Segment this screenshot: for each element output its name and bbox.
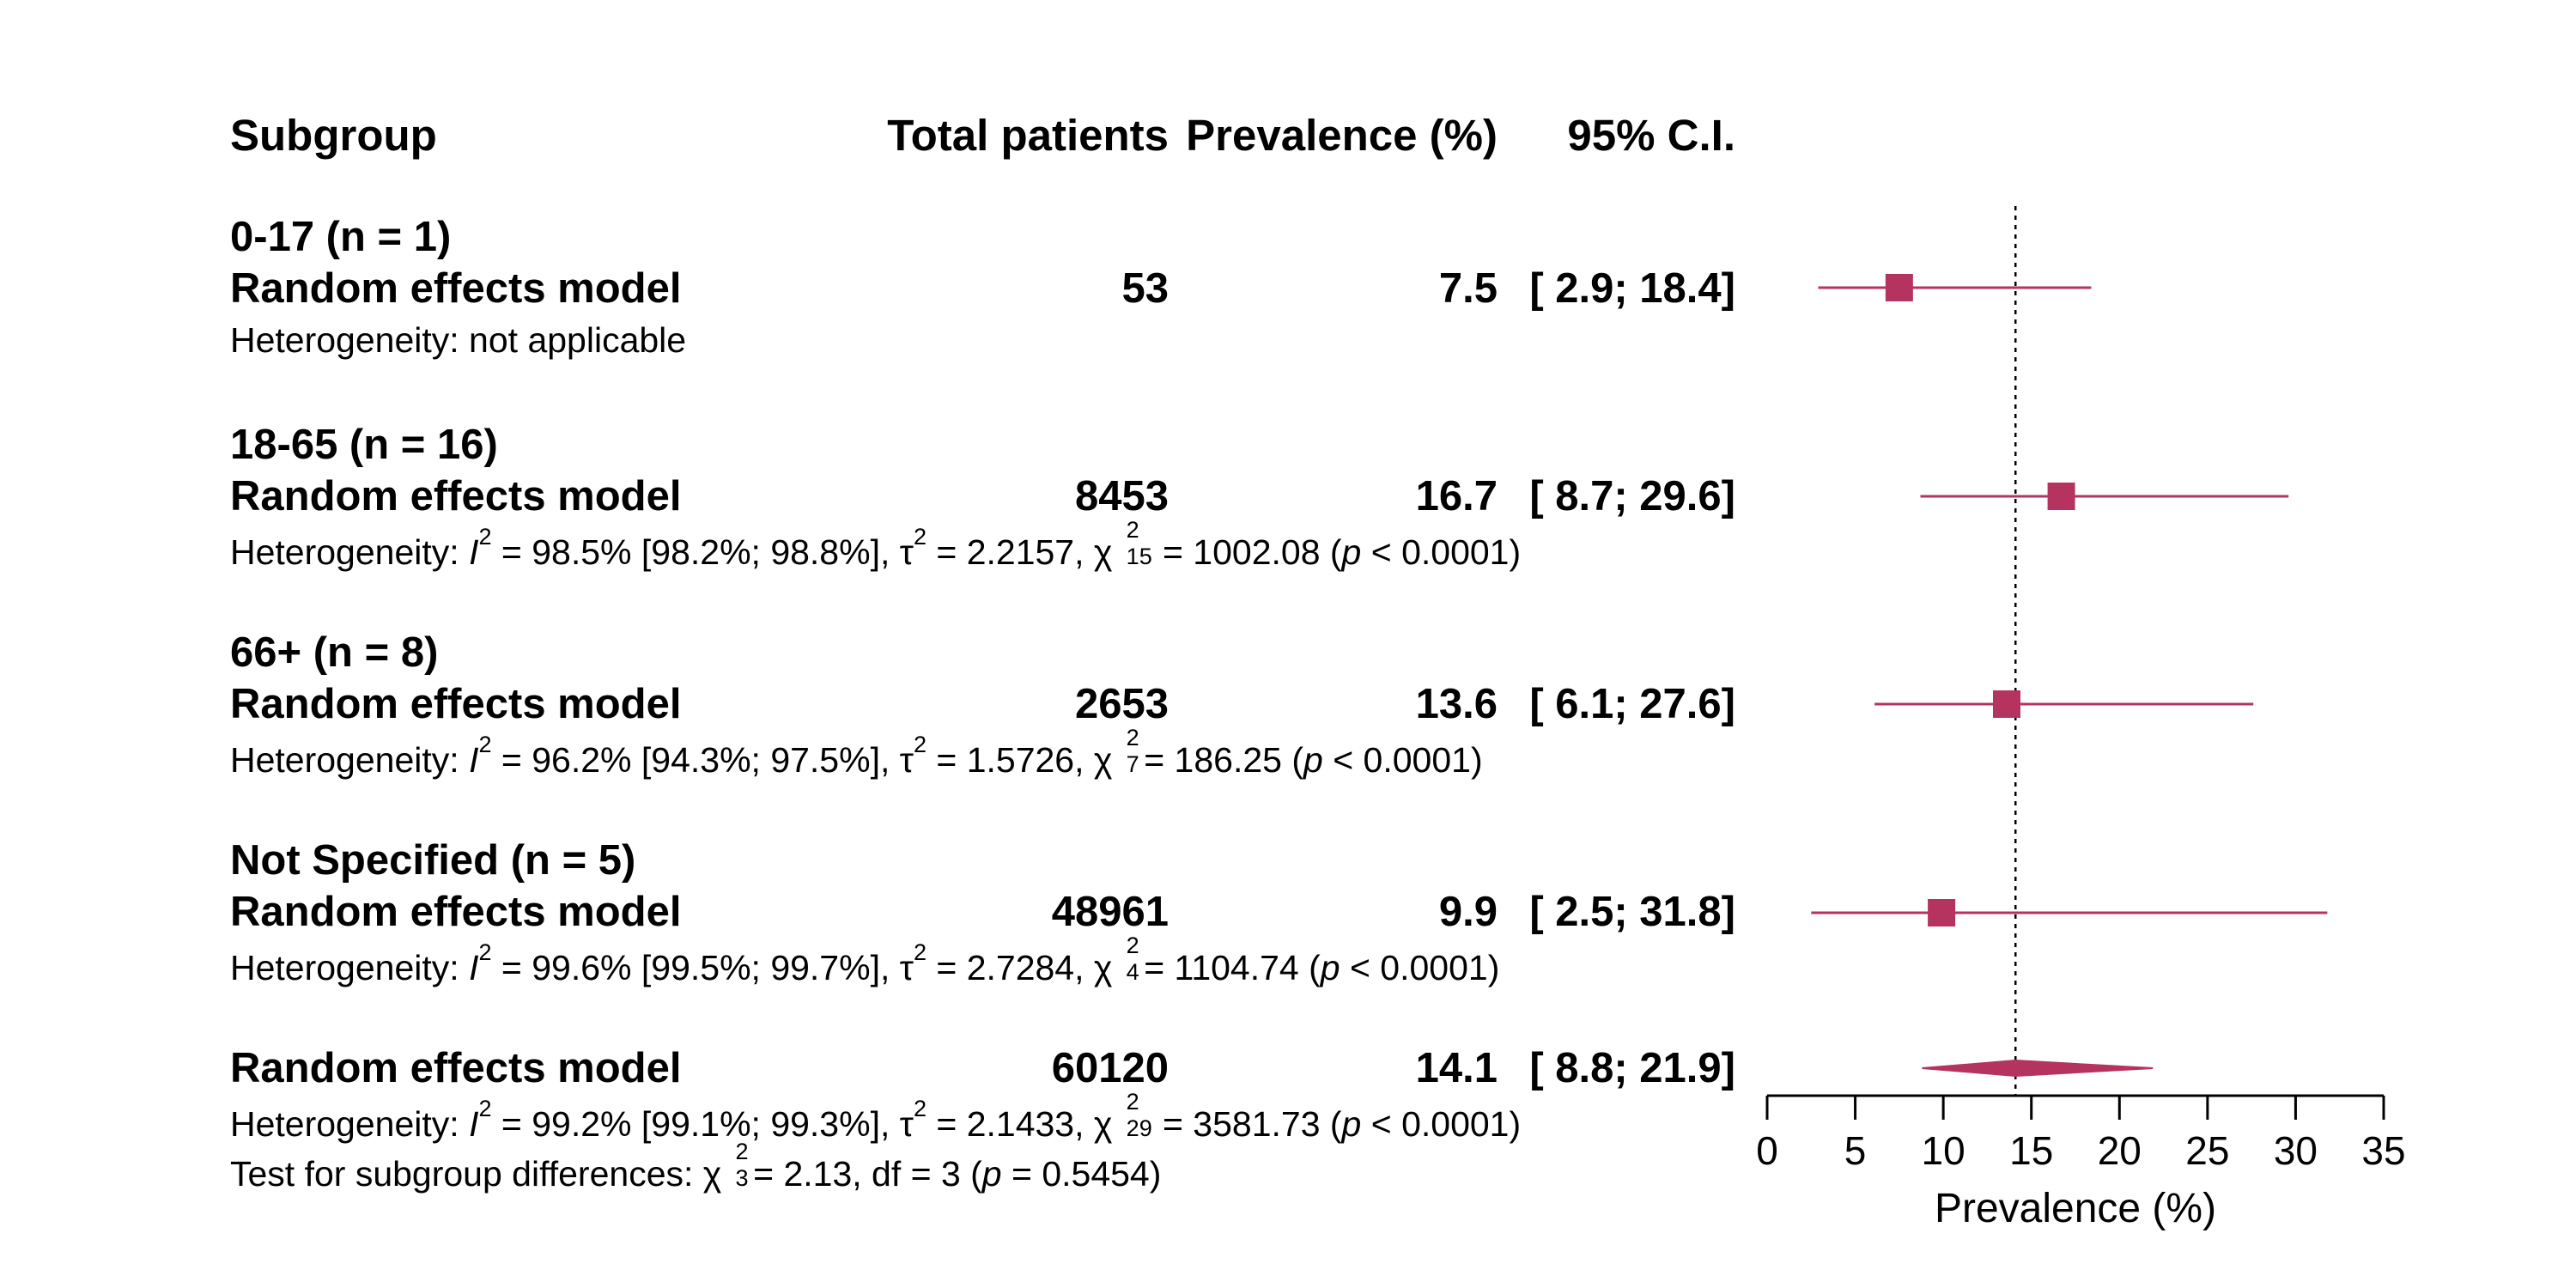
- overall-total: 60120: [1051, 1045, 1169, 1091]
- subgroup-prevalence: 7.5: [1438, 265, 1498, 312]
- overall-model-label: Random effects model: [230, 1045, 682, 1091]
- point-marker: [2047, 483, 2075, 510]
- x-tick-label: 5: [1844, 1128, 1867, 1173]
- x-axis-label: Prevalence (%): [1935, 1186, 2216, 1231]
- subgroup-label: 0-17 (n = 1): [230, 214, 452, 260]
- subgroup-total: 48961: [1051, 889, 1169, 935]
- header-ci: 95% C.I.: [1567, 111, 1735, 160]
- subgroup-total: 8453: [1074, 473, 1169, 519]
- subgroup-heterogeneity: Heterogeneity: not applicable: [230, 320, 687, 360]
- subgroup-prevalence: 9.9: [1438, 889, 1498, 935]
- subgroup-prevalence: 16.7: [1415, 473, 1498, 519]
- x-tick-label: 25: [2185, 1128, 2229, 1173]
- overall-prevalence: 14.1: [1415, 1045, 1498, 1091]
- subgroup-ci: [ 6.1; 27.6]: [1529, 681, 1735, 727]
- subgroup-model-label: Random effects model: [230, 473, 682, 519]
- subgroup-prevalence: 13.6: [1415, 681, 1498, 727]
- x-tick-label: 20: [2098, 1128, 2142, 1173]
- subgroup-model-label: Random effects model: [230, 889, 682, 935]
- subgroup-model-label: Random effects model: [230, 265, 682, 312]
- subgroup-heterogeneity: Heterogeneity: I2 = 98.5% [98.2%; 98.8%]…: [230, 516, 1522, 572]
- point-marker: [1928, 899, 1956, 927]
- overall-ci: [ 8.8; 21.9]: [1529, 1045, 1735, 1091]
- subgroup-ci: [ 2.9; 18.4]: [1529, 265, 1735, 312]
- x-tick-label: 35: [2361, 1128, 2405, 1173]
- subgroup-ci: [ 8.7; 29.6]: [1529, 473, 1735, 519]
- subgroup-total: 2653: [1074, 681, 1169, 727]
- x-tick-label: 15: [2009, 1128, 2053, 1173]
- subgroup-label: 18-65 (n = 16): [230, 422, 498, 468]
- subgroup-label: Not Specified (n = 5): [230, 837, 636, 884]
- x-tick-label: 10: [1922, 1128, 1965, 1173]
- header-subgroup: Subgroup: [230, 111, 437, 160]
- subgroup-label: 66+ (n = 8): [230, 629, 439, 676]
- point-marker: [1885, 274, 1913, 301]
- x-tick-label: 0: [1756, 1128, 1778, 1173]
- subgroup-total: 53: [1121, 265, 1169, 312]
- subgroup-heterogeneity: Heterogeneity: I2 = 99.6% [99.5%; 99.7%]…: [230, 932, 1500, 987]
- header-total-patients: Total patients: [887, 111, 1169, 160]
- subgroup-ci: [ 2.5; 31.8]: [1529, 889, 1735, 935]
- point-marker: [1992, 690, 2020, 718]
- pooled-diamond: [1922, 1059, 2154, 1078]
- x-tick-label: 30: [2274, 1128, 2318, 1173]
- subgroup-heterogeneity: Heterogeneity: I2 = 96.2% [94.3%; 97.5%]…: [230, 724, 1483, 780]
- header-prevalence: Prevalence (%): [1186, 111, 1498, 160]
- overall-heterogeneity: Heterogeneity: I2 = 99.2% [99.1%; 99.3%]…: [230, 1088, 1522, 1144]
- subgroup-model-label: Random effects model: [230, 681, 682, 727]
